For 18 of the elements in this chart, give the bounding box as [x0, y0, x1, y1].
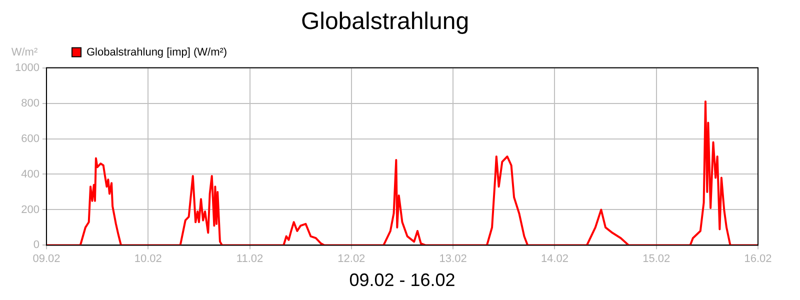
- y-axis-title: W/m²: [11, 46, 38, 58]
- x-tick-label: 10.02: [134, 252, 162, 265]
- x-tick-label: 09.02: [32, 252, 60, 265]
- x-axis-title: 09.02 - 16.02: [349, 270, 456, 290]
- x-tick-label: 11.02: [236, 252, 264, 265]
- x-tick-label: 13.02: [439, 252, 467, 265]
- y-tick-label: 800: [21, 97, 40, 110]
- x-tick-label: 16.02: [744, 252, 772, 265]
- y-tick-label: 0: [33, 239, 40, 252]
- x-tick-label: 15.02: [642, 252, 670, 265]
- y-tick-label: 400: [21, 168, 40, 180]
- y-tick-label: 600: [21, 132, 40, 145]
- chart-title: Globalstrahlung: [300, 8, 470, 36]
- y-tick-label: 200: [21, 204, 40, 216]
- x-tick-label: 14.02: [540, 252, 568, 265]
- y-tick-label: 1000: [14, 62, 40, 74]
- x-tick-label: 12.02: [338, 252, 366, 265]
- legend-label: Globalstrahlung [imp] (W/m²): [86, 46, 228, 58]
